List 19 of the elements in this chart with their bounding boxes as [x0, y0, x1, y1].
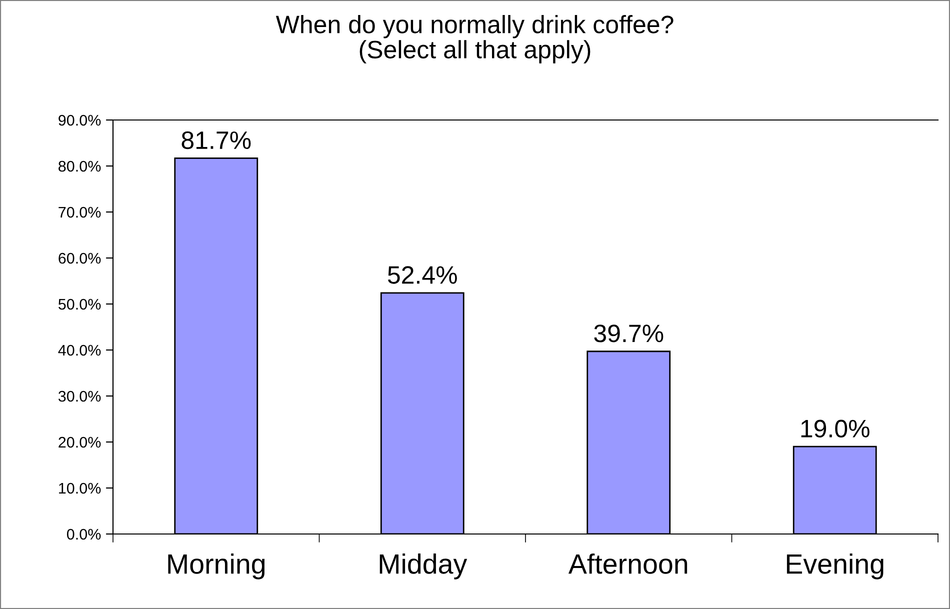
y-tick-label: 10.0% — [59, 482, 101, 494]
chart-title: When do you normally drink coffee? (Select all that apply) — [276, 15, 674, 64]
data-label: 52.4% — [388, 266, 457, 284]
y-tick-label: 80.0% — [58, 160, 101, 172]
y-tick-label: 20.0% — [58, 436, 101, 448]
x-tick-label: Afternoon — [568, 553, 688, 574]
y-tick-label: 50.0% — [58, 298, 101, 310]
data-label: 39.7% — [594, 324, 664, 342]
data-label: 81.7% — [182, 131, 251, 150]
y-tick-label: 40.0% — [58, 344, 101, 356]
y-tick-label: 90.0% — [58, 114, 101, 126]
x-tick-label: Morning — [168, 553, 265, 580]
x-tick-label: Midday — [380, 553, 468, 580]
y-tick-label: 60.0% — [58, 252, 101, 264]
x-tick-label: Evening — [786, 553, 884, 580]
y-tick-label: 30.0% — [58, 390, 101, 402]
data-label: 19.0% — [801, 420, 870, 438]
y-tick-label: 0.0% — [66, 528, 101, 540]
y-tick-label: 70.0% — [58, 206, 101, 218]
